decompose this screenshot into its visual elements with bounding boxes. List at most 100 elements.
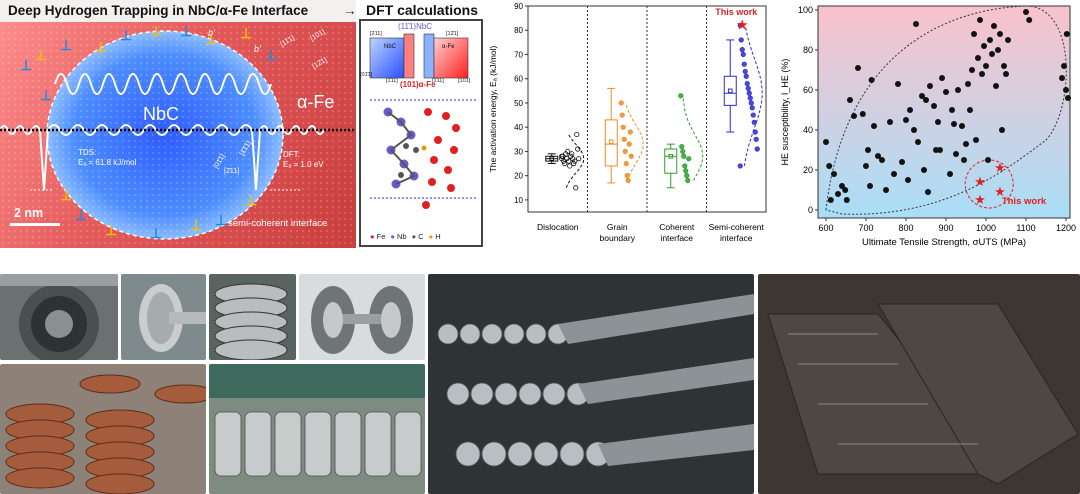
chart2-point bbox=[903, 117, 909, 123]
photo-wheel-stack-outdoor bbox=[0, 364, 206, 494]
chart1-mean bbox=[549, 156, 555, 161]
axis-label-right-1: [12̄1] bbox=[446, 31, 459, 37]
chart2-point bbox=[977, 17, 983, 23]
chart1-this-work-label: This work bbox=[715, 7, 758, 17]
photo-wheel-hub bbox=[0, 274, 118, 360]
chart1-category-label: boundary bbox=[600, 233, 636, 243]
chart2-point bbox=[895, 81, 901, 87]
chart1-y-axis-label: The activation energy, Eₐ (kJ/mol) bbox=[488, 45, 498, 172]
chart2-x-tick-label: 1100 bbox=[1016, 223, 1035, 233]
activation-energy-svg: 10 20 30 40 50 60 70 80 90 The activation energy,… bbox=[488, 2, 767, 243]
dft-graphic bbox=[359, 19, 483, 247]
chart2-point bbox=[935, 119, 941, 125]
chart2-point bbox=[999, 127, 1005, 133]
axis-label-left-1: [211] bbox=[370, 31, 382, 37]
svg-text:⊥: ⊥ bbox=[240, 25, 252, 41]
svg-text:⊥: ⊥ bbox=[150, 23, 162, 39]
chart2-point bbox=[851, 113, 857, 119]
chart2-point bbox=[995, 47, 1001, 53]
chart2-point bbox=[1065, 95, 1071, 101]
photo-wheel-stack-small bbox=[209, 274, 296, 360]
chart1-point bbox=[741, 61, 747, 67]
svg-text:⊥: ⊥ bbox=[40, 87, 52, 103]
svg-text:⊥: ⊥ bbox=[120, 27, 132, 43]
chart2-point bbox=[993, 83, 999, 89]
chart2-point bbox=[855, 65, 861, 71]
chart2-point bbox=[939, 75, 945, 81]
svg-text:⊥: ⊥ bbox=[180, 23, 192, 39]
photo-steel-bars bbox=[428, 274, 754, 494]
chart1-point bbox=[559, 153, 565, 159]
chart2-x-tick-label: 700 bbox=[858, 223, 873, 233]
photo-wheel-axle bbox=[121, 274, 206, 360]
direction-label-5: [2̄11] bbox=[224, 168, 240, 175]
chart2-point bbox=[823, 139, 829, 145]
chart1-point bbox=[575, 146, 581, 152]
burgers-label-1: b' bbox=[208, 28, 215, 38]
chart2-point bbox=[991, 23, 997, 29]
chart1-point bbox=[683, 168, 689, 174]
chart2-point bbox=[979, 71, 985, 77]
chart2-x-tick-label: 1200 bbox=[1056, 223, 1076, 233]
scale-bar-label: 2 nm bbox=[14, 206, 44, 220]
chart2-point bbox=[997, 31, 1003, 37]
chart1-point bbox=[566, 158, 572, 164]
axis-label-right-3: [101] bbox=[458, 78, 471, 84]
chart1-y-tick-label: 90 bbox=[514, 2, 523, 11]
chart1-point bbox=[749, 105, 755, 111]
legend-c-label: C bbox=[418, 232, 424, 241]
chart2-point bbox=[959, 123, 965, 129]
chart1-point bbox=[622, 148, 628, 155]
chart2-y-tick-label: 80 bbox=[803, 45, 813, 55]
dft-title: DFT calculations bbox=[366, 2, 479, 18]
chart1-point bbox=[743, 73, 749, 79]
chart2-this-work-star-icon: ★ bbox=[994, 184, 1006, 199]
svg-text:⊥: ⊥ bbox=[75, 207, 87, 223]
chart1-point bbox=[576, 156, 582, 162]
chart2-point bbox=[1001, 63, 1007, 69]
chart2-point bbox=[937, 147, 943, 153]
chart2-plot-frame bbox=[817, 5, 1071, 219]
chart2-this-work-star-icon: ★ bbox=[974, 174, 986, 189]
chart2-point bbox=[925, 189, 931, 195]
svg-text:⊥: ⊥ bbox=[190, 217, 202, 233]
chart1-point bbox=[678, 93, 684, 99]
chart1-y-tick-label: 50 bbox=[514, 99, 523, 108]
svg-text:⊥: ⊥ bbox=[35, 47, 47, 63]
chart1-point bbox=[742, 68, 748, 75]
chart1-category-label: Grain bbox=[607, 222, 628, 232]
chart1-category-label: Dislocation bbox=[537, 222, 579, 232]
chart2-x-axis-label: Ultimate Tensile Strength, σUTS (MPa) bbox=[862, 237, 1026, 248]
chart1-point bbox=[571, 160, 577, 167]
chart1-point bbox=[619, 112, 625, 118]
chart2-point bbox=[921, 167, 927, 173]
chart1-point bbox=[562, 160, 568, 167]
chart1-box bbox=[664, 148, 678, 174]
he-susceptibility-svg: 600 700 800 900 1000 1100 1200 0 20 40 60 80 100 Ulti… bbox=[780, 5, 1076, 248]
chart2-point bbox=[1061, 63, 1067, 69]
chart2-point bbox=[883, 187, 889, 193]
chart2-y-axis-label: HE susceptibility, I_HE (%) bbox=[780, 59, 790, 166]
chart1-category-label: interface bbox=[660, 233, 693, 243]
tds-label: TDS: Eₐ = 61.8 kJ/mol bbox=[78, 148, 136, 168]
dft-panel: DFT calculations bbox=[356, 0, 484, 248]
chart2-point bbox=[973, 137, 979, 143]
chart2-y-tick-label: 100 bbox=[798, 5, 813, 15]
chart2-point bbox=[871, 123, 877, 129]
legend-fe: ● Fe bbox=[370, 232, 385, 241]
arrow-icon: → bbox=[343, 3, 356, 18]
chart1-point bbox=[751, 119, 757, 125]
chart1-y-tick-label: 30 bbox=[514, 147, 523, 156]
chart1-point bbox=[573, 185, 579, 191]
chart1-point bbox=[745, 85, 751, 92]
chart1-point bbox=[627, 129, 633, 135]
chart1-point bbox=[739, 47, 745, 53]
chart2-point bbox=[1059, 75, 1065, 81]
svg-text:⊥: ⊥ bbox=[150, 225, 162, 241]
chart2-x-tick-label: 800 bbox=[898, 223, 913, 233]
chart1-density-curve bbox=[565, 134, 585, 188]
this-work-star-icon: ★ bbox=[736, 16, 749, 32]
chart2-point bbox=[1026, 17, 1033, 23]
chart2-this-work-star-icon: ★ bbox=[994, 160, 1006, 175]
chart2-point bbox=[985, 157, 991, 163]
